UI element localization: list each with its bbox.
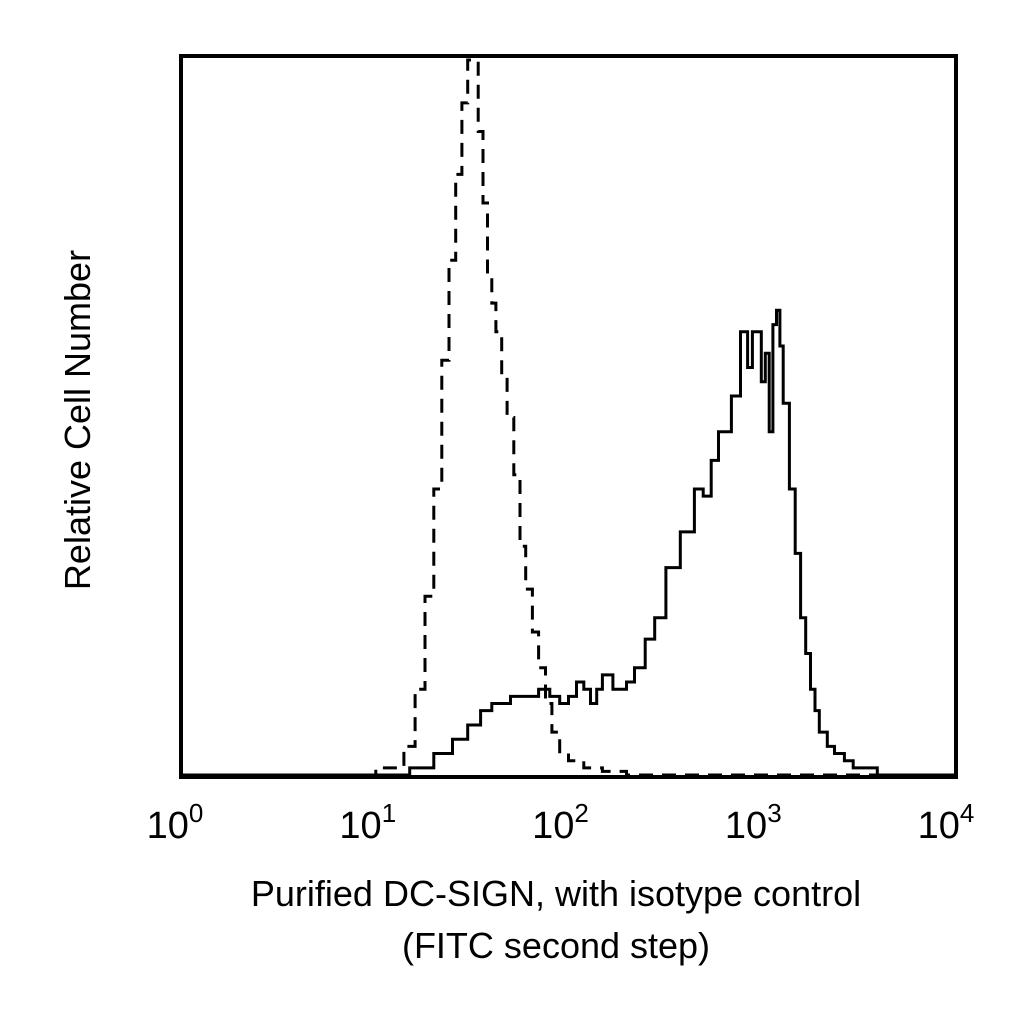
x-axis-label-line2: (FITC second step) [402, 925, 710, 966]
y-axis-label: Relative Cell Number [57, 250, 98, 590]
series-layer [183, 58, 954, 777]
x-tick-label-0: 100 [147, 798, 204, 847]
x-tick-label-4: 104 [918, 798, 975, 847]
series-line-dashed [183, 58, 954, 777]
x-axis-label: Purified DC-SIGN, with isotype control [251, 873, 861, 914]
x-tick-labels: 100 101 102 103 104 [147, 798, 975, 847]
x-tick-label-2: 102 [532, 798, 589, 847]
x-tick-label-1: 101 [339, 798, 396, 847]
series-line-solid [183, 308, 954, 777]
x-tick-label-3: 103 [725, 798, 782, 847]
plot-frame [179, 54, 958, 779]
